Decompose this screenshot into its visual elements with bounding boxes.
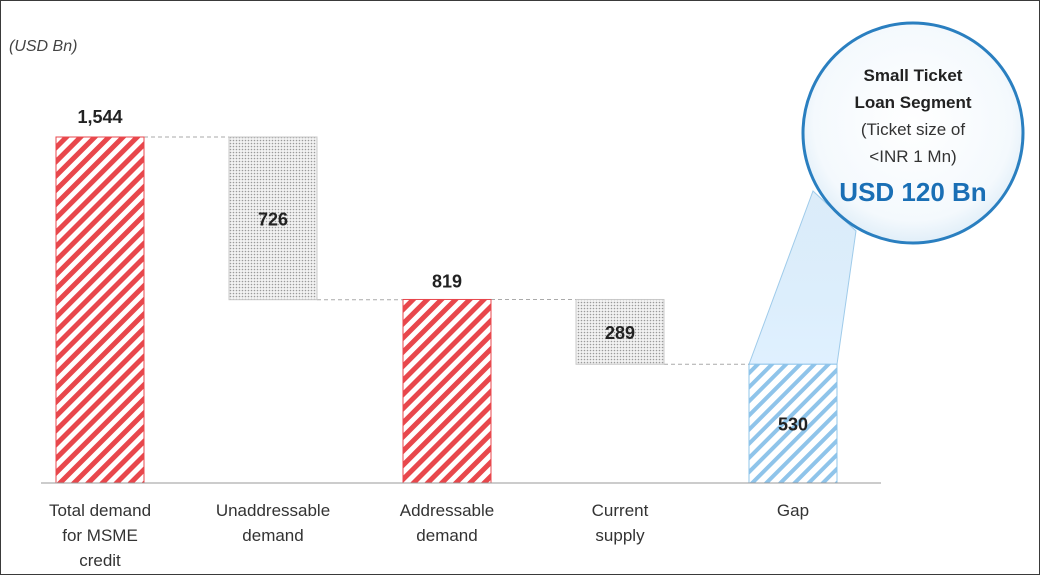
value-label-1: 1,544 bbox=[77, 107, 122, 127]
category-label-3-1: Addressable bbox=[400, 501, 495, 520]
category-label-2-2: demand bbox=[242, 526, 303, 545]
bar-5 bbox=[748, 363, 838, 484]
category-label-4-1: Current bbox=[592, 501, 649, 520]
value-label-2: 726 bbox=[258, 209, 288, 229]
value-label-4: 289 bbox=[605, 323, 635, 343]
bar-4 bbox=[575, 298, 665, 365]
callout-line-1: Small Ticket bbox=[864, 66, 963, 85]
category-label-2-1: Unaddressable bbox=[216, 501, 330, 520]
callout-line-2: Loan Segment bbox=[854, 93, 971, 112]
bar-2 bbox=[228, 136, 318, 301]
bar-1 bbox=[55, 136, 145, 484]
category-label-4-2: supply bbox=[595, 526, 645, 545]
value-label-3: 819 bbox=[432, 271, 462, 291]
callout-circle bbox=[801, 21, 1025, 245]
callout-line-3: (Ticket size of bbox=[861, 120, 966, 139]
callout-bubble: Small Ticket Loan Segment (Ticket size o… bbox=[801, 21, 1025, 245]
value-label-5: 530 bbox=[778, 415, 808, 435]
callout-highlight: USD 120 Bn bbox=[839, 177, 986, 207]
category-label-3-2: demand bbox=[416, 526, 477, 545]
unit-label: (USD Bn) bbox=[9, 38, 77, 55]
callout-line-4: <INR 1 Mn) bbox=[869, 147, 956, 166]
category-label-1-2: for MSME bbox=[62, 526, 138, 545]
category-label-5-1: Gap bbox=[777, 501, 809, 520]
category-label-1-3: credit bbox=[79, 551, 121, 570]
bar-3 bbox=[402, 298, 492, 484]
category-label-1-1: Total demand bbox=[49, 501, 151, 520]
